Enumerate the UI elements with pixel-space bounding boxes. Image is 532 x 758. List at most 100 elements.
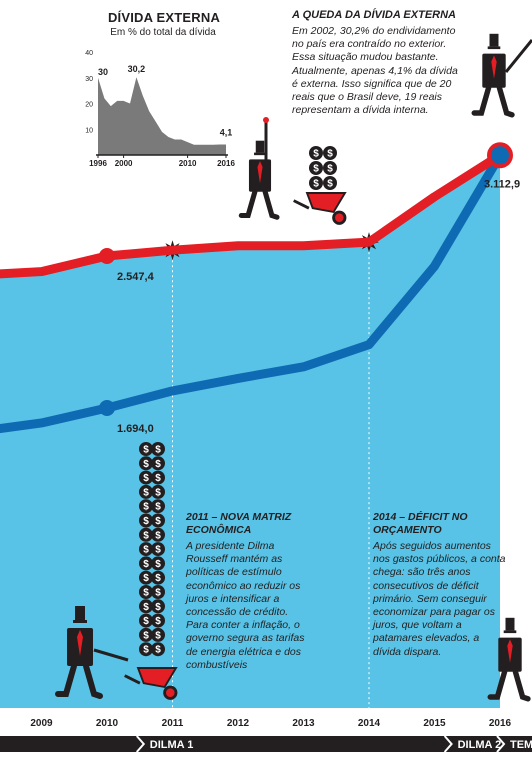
money-bag-icon: $ [151,642,165,657]
label-red-2010: 2.547,4 [117,271,155,283]
money-bag-icon: $ [151,542,165,557]
money-bag-icon: $ [139,556,153,571]
svg-text:$: $ [155,459,161,470]
svg-text:$: $ [155,602,161,613]
period-divider-1 [443,735,453,753]
series-line-red [0,150,505,279]
money-bag-icon: $ [151,527,165,542]
svg-text:$: $ [143,616,149,627]
point-red-2010 [99,248,115,264]
money-bag-icon: $ [309,161,323,175]
inset-title: DÍVIDA EXTERNA [107,10,221,25]
queda-body: Em 2002, 30,2% do endividamento no país … [292,25,458,117]
illustrations: $ $ $ $ $ $ $ $ $ $ $ $ $ $ $ $ $ $ $ $ $ $ $ $ $ $ $ $ $ $ $ $ $ $ $ $ [55,33,532,702]
money-bag-icon: $ [139,470,153,485]
money-bag-icon: $ [151,585,165,599]
inset-subtitle: Em % do total da dívida [110,27,216,38]
money-bag-icon: $ [139,484,153,499]
period-divider-0 [135,735,146,753]
money-bag-icon: $ [139,499,153,514]
svg-text:$: $ [155,645,161,656]
money-bag-icon: $ [151,556,165,571]
svg-text:$: $ [143,573,149,584]
svg-text:$: $ [327,164,333,175]
svg-text:$: $ [143,559,149,570]
period-label-0: DILMA 1 [150,739,194,751]
money-bag-icon: $ [151,442,165,456]
money-bag-icon: $ [323,146,337,160]
svg-text:$: $ [327,149,333,160]
wheelbarrow-icon [124,667,178,700]
money-bag-icon: $ [323,176,337,190]
money-bag-icon: $ [139,599,153,614]
money-bag-icon: $ [139,642,153,657]
svg-text:$: $ [327,179,333,190]
money-bag-icon: $ [151,599,165,614]
bar-background [0,736,532,752]
inset-ytick-30: 30 [85,76,93,83]
period-label-1: DILMA 2 [458,739,502,751]
svg-text:$: $ [155,616,161,627]
svg-text:$: $ [155,530,161,541]
svg-text:$: $ [143,602,149,613]
svg-text:$: $ [143,487,149,498]
money-bag-icon: $ [309,146,323,160]
money-bag-icon: $ [151,570,165,585]
tick-2012: 2012 [227,718,250,729]
money-bag-icon: $ [151,484,165,499]
tick-2010: 2010 [96,718,119,729]
label-end-2016: 3.112,9 [484,178,520,190]
annotation-2011-title: 2011 – NOVA MATRIZ ECONÔMICA [186,511,292,536]
inset-chart: 10 20 30 40 1996 2000 2010 2016 30 30,2 4,1 [85,50,235,168]
svg-text:$: $ [155,502,161,513]
series-lines [0,150,505,434]
inset-label-2016: 4,1 [220,127,233,137]
svg-text:$: $ [313,149,319,160]
wheelbarrow-icon [293,192,347,225]
point-blue-2010 [99,400,115,416]
inset-ytick-40: 40 [85,50,93,57]
x-axis-ticks: 2009 2010 2011 2012 2013 2014 2015 2016 [30,718,511,729]
svg-text:$: $ [143,630,149,641]
svg-text:$: $ [143,502,149,513]
money-bag-icon: $ [139,542,153,557]
svg-text:$: $ [143,545,149,556]
tick-2013: 2013 [292,718,315,729]
label-blue-2010: 1.694,0 [117,423,154,435]
svg-text:$: $ [155,445,161,456]
inset-label-2002: 30,2 [128,64,146,74]
inset-area [98,77,226,155]
svg-text:$: $ [155,516,161,527]
tick-2009: 2009 [30,718,53,729]
svg-text:$: $ [155,473,161,484]
tick-2015: 2015 [423,718,446,729]
svg-text:$: $ [143,645,149,656]
money-bag-icon: $ [151,513,165,528]
presidency-bar: DILMA 1 DILMA 2 TEMER [0,735,532,753]
annotation-2011-body: A presidente Dilma Rousseff mantém as po… [186,540,305,671]
money-bag-icon: $ [309,176,323,190]
queda-title: A QUEDA DA DÍVIDA EXTERNA [292,9,456,21]
svg-text:$: $ [155,487,161,498]
annotation-2011: 2011 – NOVA MATRIZ ECONÔMICA A president… [186,511,306,672]
svg-text:$: $ [155,559,161,570]
svg-text:$: $ [143,445,149,456]
money-bag-icon: $ [139,527,153,542]
inset-label-1996: 30 [98,67,108,77]
man-with-top-hat-icon [487,617,531,702]
money-bag-icon: $ [139,513,153,528]
inset-xtick-2000: 2000 [115,159,133,168]
tick-2011: 2011 [162,718,184,729]
series-points: 2.547,4 1.694,0 3.112,9 [99,142,520,435]
money-bag-icon: $ [139,570,153,585]
man-with-top-hat-icon [238,140,280,220]
annotation-2014: 2014 – DÉFICIT NO ORÇAMENTO Após seguido… [373,511,509,659]
money-bag-icon: $ [151,627,165,642]
inset-xtick-1996: 1996 [89,159,107,168]
svg-text:$: $ [155,630,161,641]
money-bag-icon: $ [151,470,165,485]
tick-2014: 2014 [358,718,381,729]
money-bag-icon: $ [151,499,165,514]
svg-text:$: $ [143,588,149,599]
